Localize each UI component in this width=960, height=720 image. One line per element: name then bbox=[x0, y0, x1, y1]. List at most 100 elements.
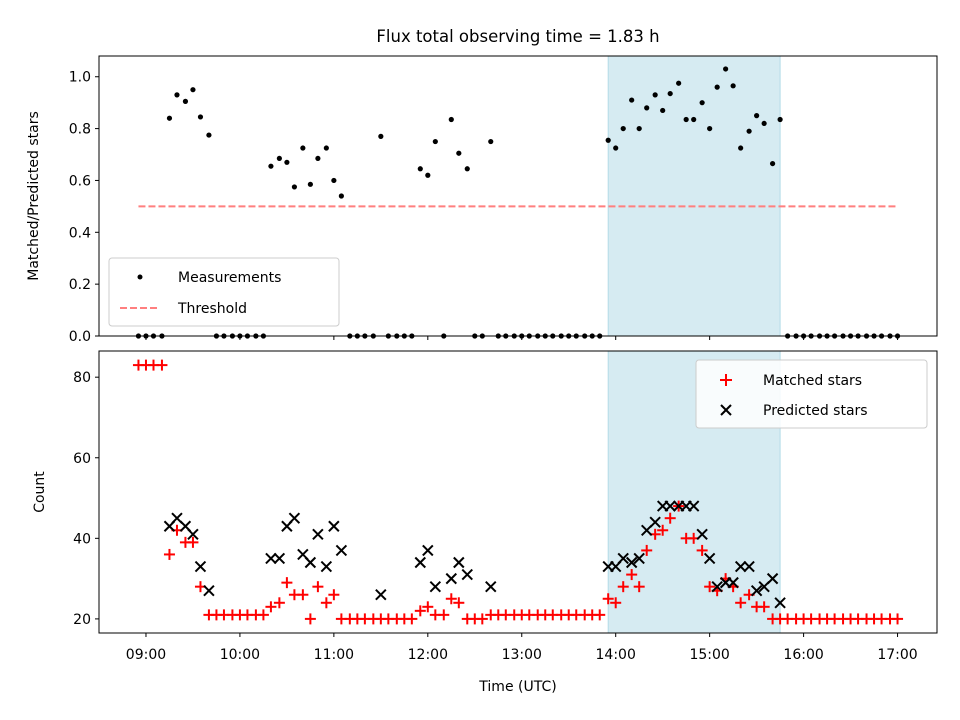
matched-star-point bbox=[602, 593, 614, 605]
matched-star-point bbox=[617, 581, 629, 593]
predicted-star-point bbox=[422, 544, 434, 557]
measurement-point bbox=[315, 155, 321, 162]
predicted-star-point bbox=[203, 584, 215, 597]
measurement-point bbox=[683, 116, 689, 123]
measurement-point bbox=[636, 125, 642, 132]
matched-star-point bbox=[735, 597, 747, 609]
measurement-point bbox=[777, 116, 783, 123]
predicted-star-point bbox=[687, 500, 700, 512]
predicted-star-point bbox=[312, 528, 324, 541]
x-tick-label: 13:00 bbox=[502, 647, 542, 663]
matched-star-point bbox=[304, 613, 316, 625]
matched-star-point bbox=[328, 589, 340, 601]
measurement-point bbox=[660, 107, 666, 114]
matched-star-point bbox=[273, 597, 285, 609]
matched-star-point bbox=[453, 597, 465, 609]
matched-star-point bbox=[438, 609, 450, 621]
measurement-point bbox=[378, 133, 384, 139]
matched-star-point bbox=[445, 593, 457, 605]
measurement-point bbox=[620, 125, 626, 132]
x-tick-label: 14:00 bbox=[596, 647, 636, 663]
predicted-star-point bbox=[273, 552, 286, 565]
top-panel: 0.0 0.2 0.4 0.6 0.8 1.0 Matched/Predicted sta… bbox=[26, 55, 938, 345]
matched-star-point bbox=[626, 569, 638, 581]
predicted-star-point bbox=[453, 556, 465, 569]
bottom-legend-box bbox=[695, 359, 928, 429]
y-tick-label: 1.0 bbox=[69, 70, 91, 86]
predicted-star-point bbox=[445, 572, 458, 585]
predicted-stars-points bbox=[163, 500, 786, 609]
bottom-y-axis-label: Count bbox=[32, 471, 48, 513]
measurement-point bbox=[448, 116, 454, 123]
measurement-point bbox=[629, 97, 635, 103]
measurement-point bbox=[488, 138, 494, 145]
predicted-star-point bbox=[485, 580, 497, 593]
matched-star-point bbox=[594, 609, 606, 621]
matched-star-point bbox=[265, 601, 277, 613]
measurement-point bbox=[425, 172, 431, 178]
measurement-point bbox=[284, 159, 290, 165]
matched-star-point bbox=[297, 589, 309, 601]
matched-star-point bbox=[312, 581, 324, 593]
y-tick-label: 0.8 bbox=[69, 122, 91, 138]
matched-star-point bbox=[704, 581, 716, 593]
measurement-point bbox=[714, 84, 720, 90]
measurement-point bbox=[644, 105, 650, 111]
y-tick-label: 40 bbox=[73, 531, 91, 547]
measurement-point bbox=[699, 100, 705, 106]
predicted-star-point bbox=[774, 597, 786, 609]
measurement-point bbox=[676, 80, 682, 86]
predicted-star-point bbox=[750, 584, 763, 597]
legend-measurements-marker bbox=[137, 274, 143, 280]
predicted-star-point bbox=[288, 512, 301, 524]
predicted-star-point bbox=[414, 556, 427, 569]
matched-star-point bbox=[664, 512, 676, 524]
y-tick-label: 20 bbox=[73, 612, 91, 628]
predicted-star-point bbox=[328, 520, 340, 532]
measurement-point bbox=[707, 125, 713, 132]
measurement-point bbox=[723, 66, 729, 72]
predicted-star-point bbox=[304, 556, 317, 569]
matched-star-point bbox=[696, 544, 708, 556]
matched-star-point bbox=[257, 609, 269, 621]
predicted-star-point bbox=[696, 528, 708, 541]
measurement-point bbox=[174, 92, 180, 98]
measurement-point bbox=[432, 138, 438, 145]
x-tick-label: 15:00 bbox=[689, 647, 729, 663]
legend-measurements-label: Measurements bbox=[178, 270, 281, 286]
top-panel-frame bbox=[98, 55, 938, 337]
bottom-panel: 20 40 60 80 09:00 10:00 11:00 12:00 13:00 14:00 1… bbox=[32, 350, 938, 695]
matched-star-point bbox=[414, 605, 426, 617]
x-tick-label: 12:00 bbox=[408, 647, 448, 663]
measurements-points bbox=[135, 66, 901, 339]
bottom-legend: Matched stars Predicted stars bbox=[695, 359, 928, 429]
measurement-point bbox=[197, 114, 204, 120]
top-y-axis-label: Matched/Predicted stars bbox=[26, 111, 42, 281]
measurement-point bbox=[738, 145, 744, 151]
matched-star-point bbox=[657, 524, 669, 536]
predicted-star-point bbox=[727, 576, 739, 589]
measurement-point bbox=[300, 145, 306, 151]
measurement-point bbox=[730, 83, 736, 89]
legend-threshold-label: Threshold bbox=[177, 301, 247, 317]
x-tick-label: 09:00 bbox=[126, 647, 166, 663]
bottom-x-axis: 09:00 10:00 11:00 12:00 13:00 14:00 15:00 16:00… bbox=[126, 633, 918, 663]
y-tick-label: 80 bbox=[73, 370, 91, 386]
matched-star-point bbox=[758, 601, 770, 613]
matched-star-point bbox=[892, 613, 904, 625]
matched-star-point bbox=[633, 581, 645, 593]
measurement-point bbox=[182, 98, 189, 104]
top-legend-box bbox=[108, 257, 340, 327]
top-highlight-span bbox=[607, 55, 781, 337]
matched-star-point bbox=[320, 597, 332, 609]
predicted-star-point bbox=[766, 572, 779, 585]
legend-predicted-label: Predicted stars bbox=[763, 403, 868, 419]
measurement-point bbox=[307, 181, 313, 187]
measurement-point bbox=[166, 115, 173, 121]
predicted-star-point bbox=[649, 516, 661, 528]
measurement-point bbox=[613, 145, 619, 151]
measurement-point bbox=[268, 163, 274, 169]
matched-star-point bbox=[406, 613, 418, 625]
measurement-point bbox=[691, 116, 697, 123]
predicted-star-point bbox=[194, 560, 207, 573]
